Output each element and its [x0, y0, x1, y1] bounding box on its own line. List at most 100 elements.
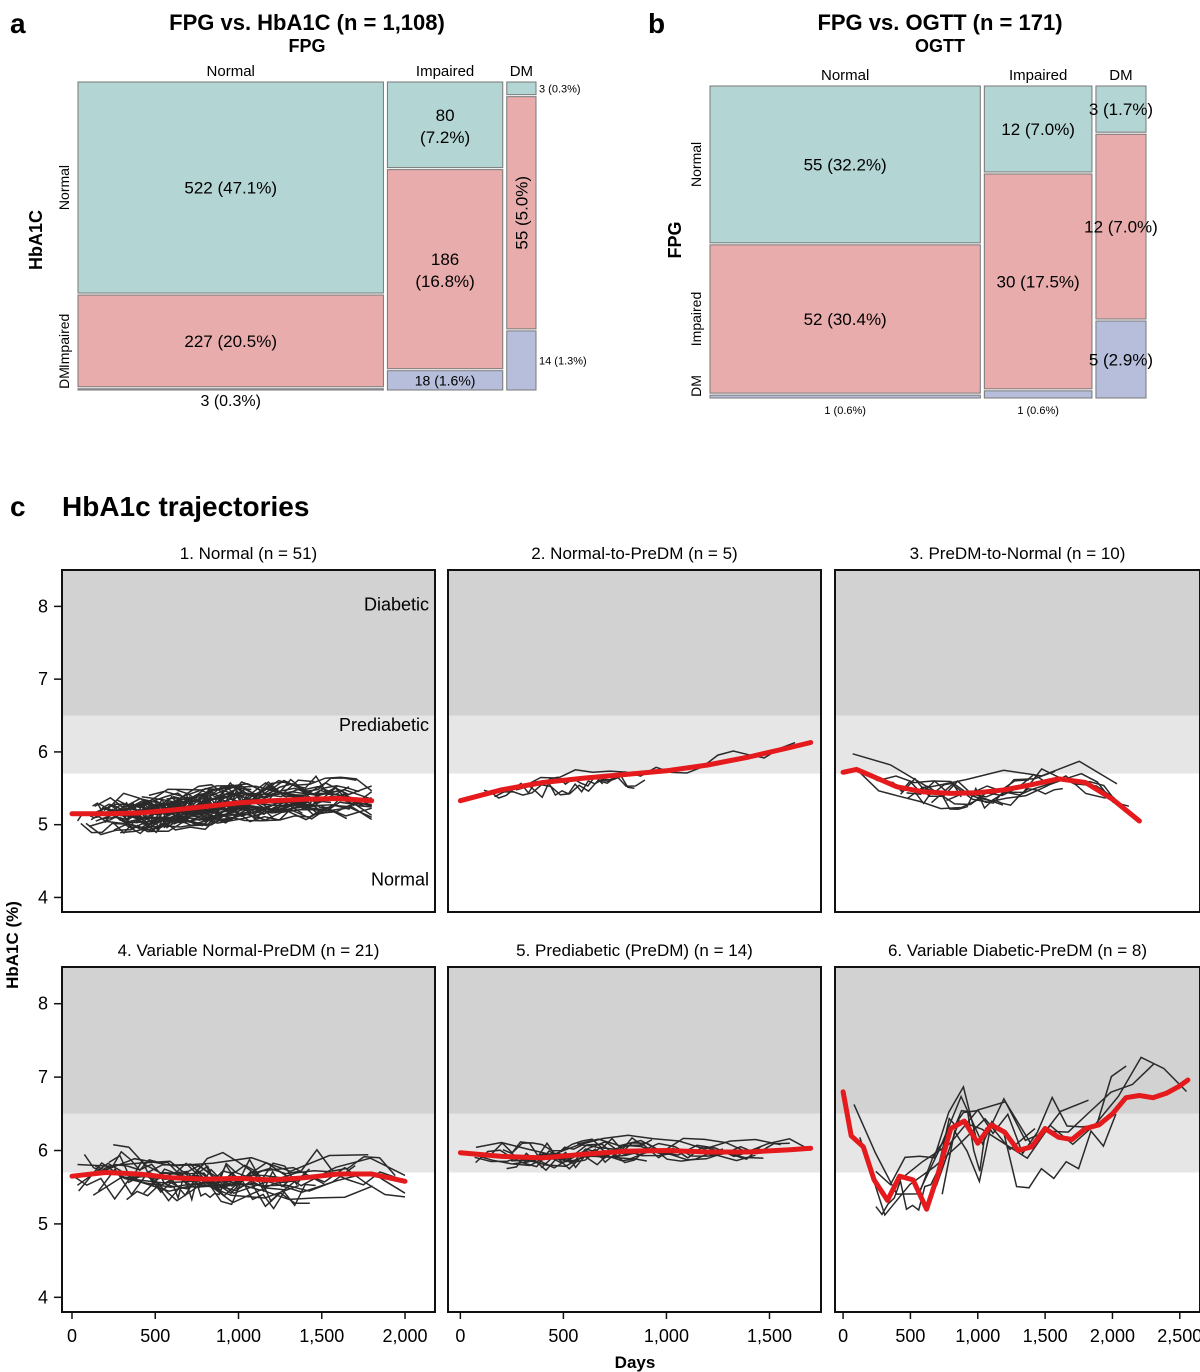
trajectory-line — [894, 1099, 1089, 1185]
mosaic-cell — [1095, 320, 1147, 399]
mosaic-row-header: DM — [688, 375, 704, 397]
mosaic-cell — [386, 370, 504, 391]
mosaic-cell-label: 522 (47.1%) — [184, 179, 277, 198]
x-tick-label: 500 — [140, 1326, 170, 1346]
band-label-diabetic: Diabetic — [364, 594, 429, 614]
trajectory-line — [94, 781, 301, 811]
mosaic-a-xtitle: FPG — [288, 36, 325, 56]
x-tick-label: 1,500 — [747, 1326, 792, 1346]
panel-title: 3. PreDM-to-Normal (n = 10) — [910, 544, 1126, 563]
trajectory-line — [97, 1167, 397, 1196]
mosaic-cell-label: 55 (32.2%) — [804, 155, 887, 174]
mosaic-cell-label: 12 (7.0%) — [1001, 120, 1075, 139]
panel-frame — [834, 569, 1200, 913]
panel-letter-c: c — [10, 491, 26, 522]
trajectory-line — [78, 1161, 356, 1192]
x-tick-label: 2,000 — [383, 1326, 428, 1346]
y-tick-label: 5 — [38, 815, 48, 835]
mosaic-cell-label: 12 (7.0%) — [1084, 218, 1158, 237]
panel-letter-a: a — [10, 8, 26, 39]
trend-line — [840, 766, 1142, 824]
mosaic-cell-label: 3 (1.7%) — [1089, 100, 1153, 119]
trajectory-line — [165, 804, 372, 825]
mosaic-a-ytitle: HbA1C — [26, 210, 46, 270]
mosaic-b-title: FPG vs. OGTT (n = 171) — [817, 10, 1062, 35]
trajectory-panel: 4. Variable Normal-PreDM (n = 21) 4 5 6 7 8 0 5… — [38, 941, 436, 1346]
trajectory-line — [166, 787, 279, 811]
x-tick-label: 0 — [455, 1326, 465, 1346]
trajectory-line — [76, 810, 181, 829]
trajectory-line — [92, 1175, 373, 1204]
trajectory-line — [852, 753, 1118, 789]
mosaic-cell-label: 1 (0.6%) — [824, 405, 866, 417]
x-tick-label: 1,000 — [644, 1326, 689, 1346]
trajectory-line — [126, 1178, 316, 1210]
y-tick-label: 8 — [38, 596, 48, 616]
mosaic-cell-label: 3 (0.3%) — [539, 83, 581, 95]
y-tick-label: 6 — [38, 1141, 48, 1161]
trajectory-line — [494, 775, 646, 798]
trajectory-line — [178, 1157, 309, 1189]
band-normal — [448, 773, 821, 912]
trajectory-line — [523, 769, 628, 788]
mosaic-cell-label: 30 (17.5%) — [997, 272, 1080, 291]
mosaic-cell-label: 227 (20.5%) — [184, 332, 277, 351]
trajectory-line — [491, 1136, 653, 1154]
mosaic-b-ytitle: FPG — [665, 221, 685, 258]
band-prediabetic — [62, 1113, 435, 1173]
mosaic-cell-label: (16.8%) — [415, 272, 475, 291]
trajectory-line — [80, 805, 276, 834]
trajectory-line — [510, 1142, 790, 1164]
trajectory-line — [502, 1141, 618, 1158]
trajectory-line — [133, 787, 250, 811]
mosaic-cell-label: 5 (2.9%) — [1089, 351, 1153, 370]
mosaic-col-header: DM — [510, 63, 533, 80]
panel-title: 1. Normal (n = 51) — [180, 544, 317, 563]
mosaic-cell — [506, 81, 537, 96]
mosaic-cell-label: (7.2%) — [420, 128, 470, 147]
trajectory-panel: 1. Normal (n = 51) Diabetic Prediabetic Nor… — [38, 544, 436, 913]
mosaic-row-header: Normal — [688, 142, 704, 187]
mosaic-a: Normal 522 (47.1%) Normal 227 (20.5%) Impair… — [56, 63, 587, 410]
panel-title: 2. Normal-to-PreDM (n = 5) — [531, 544, 737, 563]
mosaic-cell — [1095, 85, 1147, 133]
x-tick-label: 2,500 — [1157, 1326, 1200, 1346]
band-diabetic — [835, 570, 1200, 716]
x-tick-label: 0 — [67, 1326, 77, 1346]
trajectory-line — [515, 775, 635, 799]
trend-line — [457, 1145, 814, 1161]
x-tick-label: 1,000 — [216, 1326, 261, 1346]
trajectory-line — [171, 783, 252, 806]
x-tick-label: 0 — [838, 1326, 848, 1346]
mosaic-col-header: Impaired — [416, 63, 474, 80]
mosaic-cell — [983, 85, 1093, 173]
x-tick-label: 1,500 — [299, 1326, 344, 1346]
trajectory-line — [900, 777, 1030, 798]
mosaic-col-header: Normal — [207, 63, 255, 80]
x-tick-label: 500 — [895, 1326, 925, 1346]
mosaic-cell-label: 186 — [431, 250, 459, 269]
mosaic-cell-label: 52 (30.4%) — [804, 310, 887, 329]
band-label-normal: Normal — [371, 869, 429, 889]
mosaic-cell — [77, 294, 384, 388]
mosaic-b: Normal 55 (32.2%) Normal 52 (30.4%) Impaired… — [688, 67, 1158, 417]
mosaic-cell-label: 3 (0.3%) — [200, 393, 260, 410]
trend-line — [457, 740, 814, 804]
y-tick-label: 4 — [38, 1287, 48, 1307]
trajectory-panel: 3. PreDM-to-Normal (n = 10) — [834, 544, 1200, 913]
mosaic-cell — [386, 81, 504, 169]
y-tick-label: 7 — [38, 669, 48, 689]
mosaic-cell — [77, 388, 384, 391]
trajectory-line — [95, 1153, 369, 1175]
mosaic-cell-label: 18 (1.6%) — [415, 372, 476, 388]
panel-letter-b: b — [648, 8, 665, 39]
trajectory-line — [935, 1056, 1188, 1186]
y-tick-label: 8 — [38, 994, 48, 1014]
y-tick-label: 6 — [38, 742, 48, 762]
trajectory-line — [136, 807, 274, 833]
band-diabetic — [835, 967, 1200, 1114]
y-tick-label: 4 — [38, 887, 48, 907]
trajectory-panel: 6. Variable Diabetic-PreDM (n = 8) 0 500 1,… — [834, 941, 1200, 1346]
mosaic-a-title: FPG vs. HbA1C (n = 1,108) — [169, 10, 445, 35]
mosaic-cell — [506, 330, 537, 391]
